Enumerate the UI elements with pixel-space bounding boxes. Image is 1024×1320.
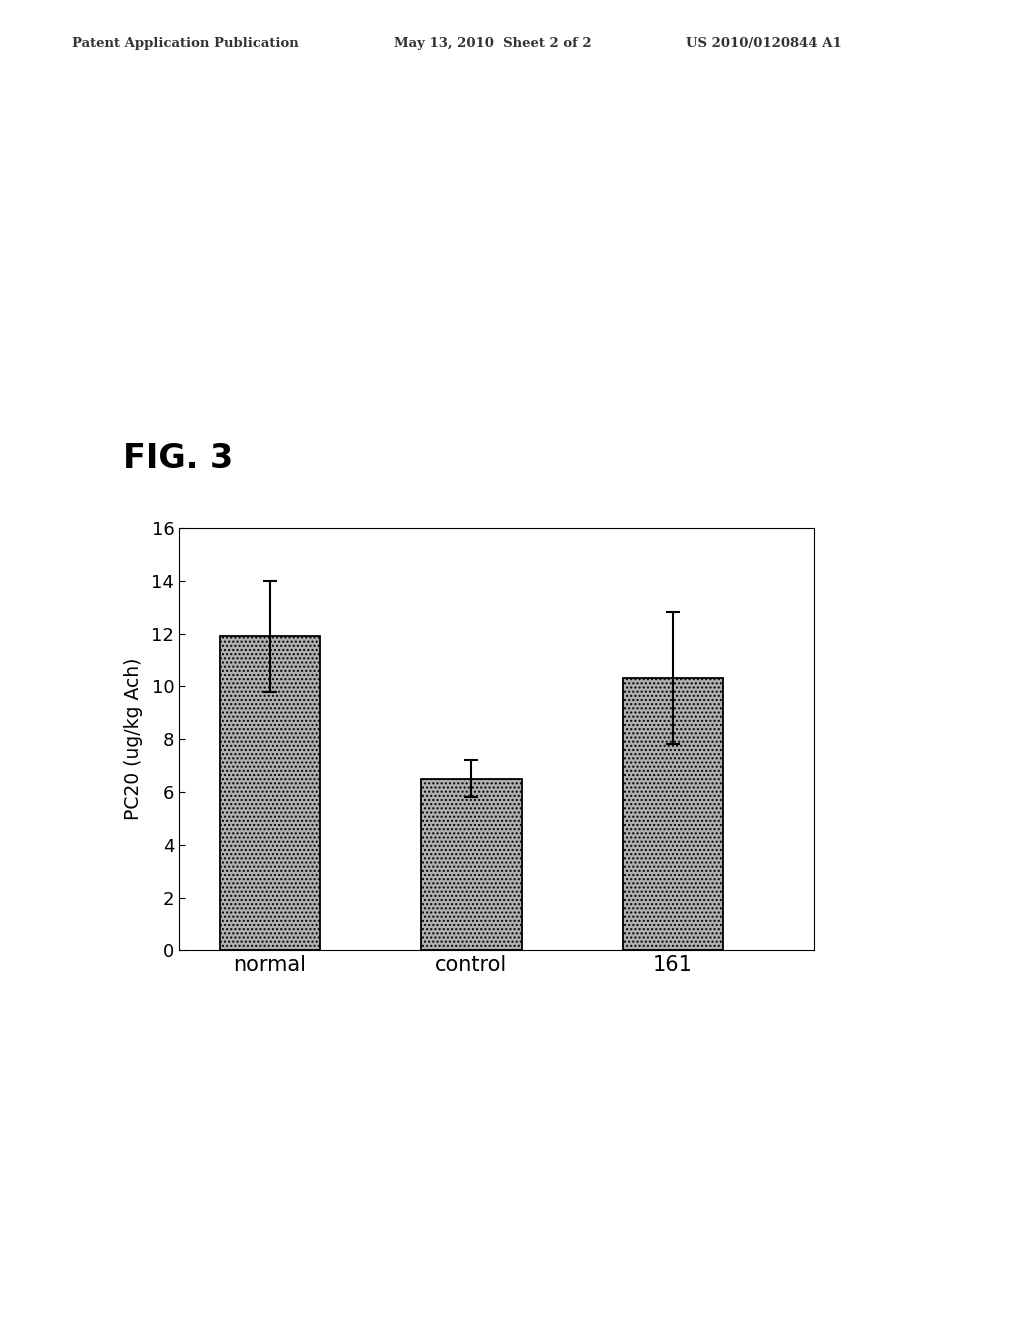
Bar	[623, 678, 723, 950]
Text: FIG. 3: FIG. 3	[123, 442, 233, 475]
Text: US 2010/0120844 A1: US 2010/0120844 A1	[686, 37, 842, 50]
Text: Patent Application Publication: Patent Application Publication	[72, 37, 298, 50]
Y-axis label: PC20 (ug/kg Ach): PC20 (ug/kg Ach)	[124, 657, 143, 821]
Bar	[421, 779, 522, 950]
Bar	[219, 636, 321, 950]
Text: May 13, 2010  Sheet 2 of 2: May 13, 2010 Sheet 2 of 2	[394, 37, 592, 50]
